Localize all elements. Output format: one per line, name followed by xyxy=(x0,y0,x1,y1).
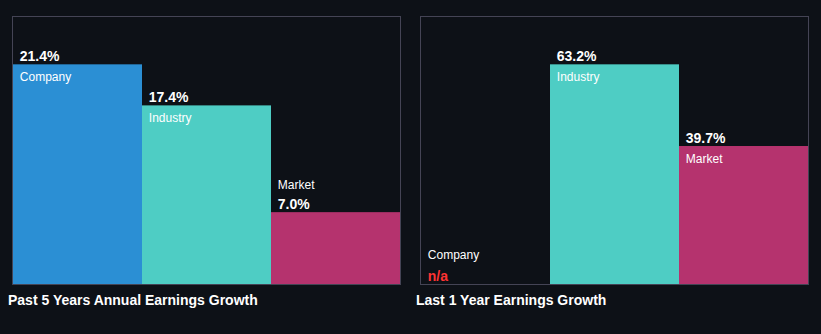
svg-text:Industry: Industry xyxy=(557,70,600,84)
svg-text:17.4%: 17.4% xyxy=(149,89,189,105)
svg-text:Company: Company xyxy=(20,70,71,84)
svg-text:63.2%: 63.2% xyxy=(557,48,597,64)
svg-text:n/a: n/a xyxy=(428,268,448,284)
svg-text:Market: Market xyxy=(686,152,723,166)
svg-text:39.7%: 39.7% xyxy=(686,130,726,146)
svg-text:21.4%: 21.4% xyxy=(20,48,60,64)
html-text:Last 1 Year Earnings Growth: Last 1 Year Earnings Growth xyxy=(416,292,607,308)
svg-text:7.0%: 7.0% xyxy=(278,196,310,212)
svg-text:Market: Market xyxy=(278,178,315,192)
html-text:Past 5 Years Annual Earnings G: Past 5 Years Annual Earnings Growth xyxy=(8,292,258,308)
svg-text:Industry: Industry xyxy=(149,111,192,125)
svg-text:Company: Company xyxy=(428,248,479,262)
